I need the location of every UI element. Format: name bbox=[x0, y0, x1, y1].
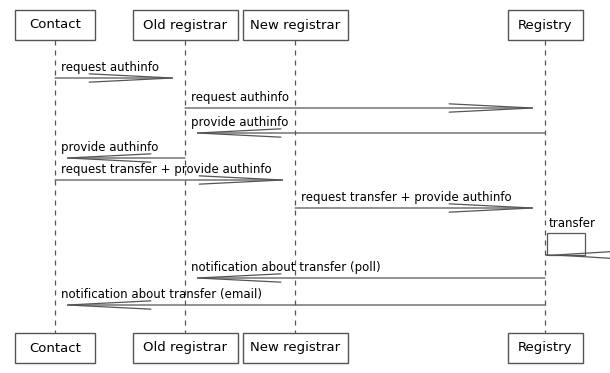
FancyBboxPatch shape bbox=[132, 333, 237, 363]
Text: Old registrar: Old registrar bbox=[143, 342, 227, 354]
Text: New registrar: New registrar bbox=[250, 19, 340, 31]
Text: request authinfo: request authinfo bbox=[61, 61, 159, 74]
Text: provide authinfo: provide authinfo bbox=[191, 116, 289, 129]
Text: request transfer + provide authinfo: request transfer + provide authinfo bbox=[301, 191, 512, 204]
FancyBboxPatch shape bbox=[243, 10, 348, 40]
Text: provide authinfo: provide authinfo bbox=[61, 141, 159, 154]
Text: Contact: Contact bbox=[29, 19, 81, 31]
FancyBboxPatch shape bbox=[243, 333, 348, 363]
Text: notification about transfer (email): notification about transfer (email) bbox=[61, 288, 262, 301]
FancyBboxPatch shape bbox=[508, 333, 583, 363]
Text: Registry: Registry bbox=[518, 342, 572, 354]
Text: Old registrar: Old registrar bbox=[143, 19, 227, 31]
Text: Contact: Contact bbox=[29, 342, 81, 354]
FancyBboxPatch shape bbox=[132, 10, 237, 40]
Text: transfer: transfer bbox=[549, 217, 596, 230]
Text: request authinfo: request authinfo bbox=[191, 91, 289, 104]
Text: Registry: Registry bbox=[518, 19, 572, 31]
Text: notification about transfer (poll): notification about transfer (poll) bbox=[191, 261, 381, 274]
FancyBboxPatch shape bbox=[508, 10, 583, 40]
Text: request transfer + provide authinfo: request transfer + provide authinfo bbox=[61, 163, 271, 176]
Text: New registrar: New registrar bbox=[250, 342, 340, 354]
FancyBboxPatch shape bbox=[15, 10, 95, 40]
FancyBboxPatch shape bbox=[15, 333, 95, 363]
FancyBboxPatch shape bbox=[547, 233, 585, 255]
